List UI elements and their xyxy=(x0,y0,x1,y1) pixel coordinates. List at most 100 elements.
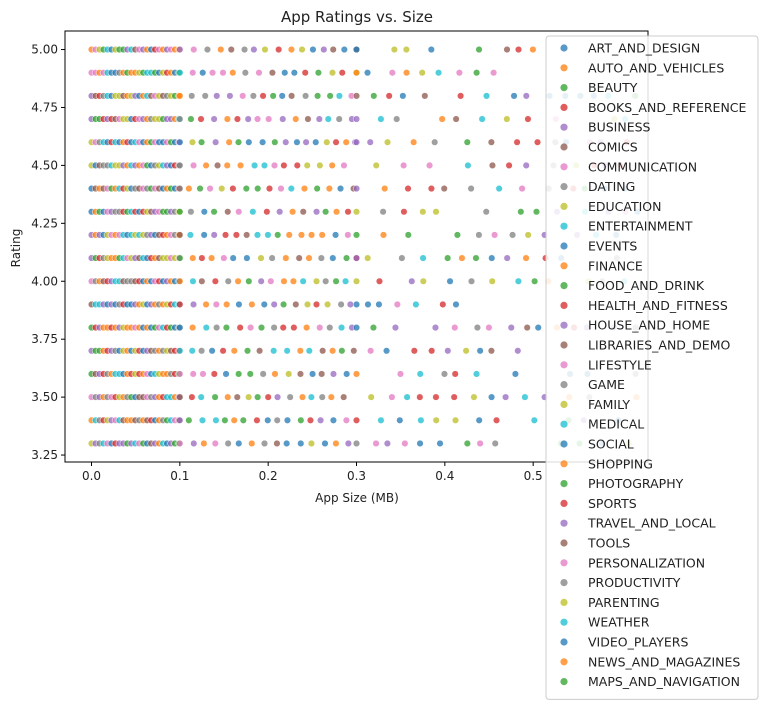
data-point xyxy=(264,231,272,239)
data-point xyxy=(315,115,323,123)
data-point xyxy=(427,45,435,54)
data-point xyxy=(206,185,214,193)
data-point xyxy=(270,324,278,332)
data-point xyxy=(513,138,521,146)
data-point xyxy=(176,416,184,424)
data-point xyxy=(198,347,206,355)
data-point xyxy=(450,393,458,401)
data-point xyxy=(234,138,243,146)
legend-marker xyxy=(560,64,568,72)
data-point xyxy=(176,254,184,262)
legend-marker xyxy=(560,84,568,92)
data-point xyxy=(198,254,206,262)
data-point xyxy=(344,208,352,216)
data-point xyxy=(403,69,411,77)
data-point xyxy=(377,416,385,424)
data-point xyxy=(483,92,491,100)
legend-label: GAME xyxy=(588,377,625,392)
x-axis: 0.0 0.1 0.2 0.3 0.4 0.5 xyxy=(82,462,543,483)
legend-item: BOOKS_AND_REFERENCE xyxy=(560,100,747,115)
data-point xyxy=(285,370,293,378)
data-point xyxy=(210,370,218,378)
data-point xyxy=(293,138,301,146)
data-point xyxy=(279,115,287,123)
legend-label: FINANCE xyxy=(588,258,643,273)
data-point xyxy=(242,185,250,193)
data-point xyxy=(198,138,206,146)
legend-item: HEALTH_AND_FITNESS xyxy=(560,298,728,313)
data-point xyxy=(393,300,401,308)
data-point xyxy=(522,92,530,100)
data-point xyxy=(201,92,209,100)
data-point xyxy=(257,254,265,262)
data-point xyxy=(202,300,210,308)
data-point xyxy=(245,277,253,285)
data-point xyxy=(366,138,374,146)
legend-item: AUTO_AND_VEHICLES xyxy=(560,60,724,75)
data-point xyxy=(402,45,410,54)
data-point xyxy=(507,324,515,332)
data-point xyxy=(187,208,195,216)
data-point xyxy=(458,254,466,262)
data-point xyxy=(326,324,334,332)
data-point xyxy=(524,231,532,239)
data-point xyxy=(464,161,472,169)
data-point xyxy=(329,254,337,262)
data-point xyxy=(176,185,184,193)
data-point xyxy=(335,92,343,100)
legend-marker xyxy=(560,163,568,171)
legend-item: SPORTS xyxy=(560,496,637,511)
data-point xyxy=(176,115,184,123)
data-point xyxy=(210,208,218,216)
data-point xyxy=(342,254,351,262)
data-point xyxy=(176,347,184,355)
legend-label: AUTO_AND_VEHICLES xyxy=(588,60,724,75)
data-point xyxy=(522,254,530,262)
legend-marker xyxy=(560,123,568,131)
data-point xyxy=(223,161,231,169)
data-point xyxy=(253,231,262,239)
data-point xyxy=(209,69,217,77)
data-point xyxy=(304,115,312,123)
legend-marker xyxy=(560,598,568,607)
data-point xyxy=(176,45,184,54)
data-point xyxy=(432,208,440,216)
legend-marker xyxy=(560,618,568,626)
data-point xyxy=(289,208,297,216)
data-point xyxy=(509,231,517,239)
data-point xyxy=(352,185,361,193)
legend-label: LIBRARIES_AND_DEMO xyxy=(588,338,730,353)
x-tick-label: 0.4 xyxy=(435,469,454,483)
data-point xyxy=(280,161,288,169)
data-point xyxy=(352,45,361,54)
data-point xyxy=(328,69,337,77)
legend-item: LIBRARIES_AND_DEMO xyxy=(560,338,730,353)
legend-label: ENTERTAINMENT xyxy=(588,219,693,234)
data-point xyxy=(275,45,283,54)
data-point xyxy=(288,92,296,100)
data-point xyxy=(518,185,526,193)
data-point xyxy=(236,324,244,332)
data-point xyxy=(287,45,295,54)
data-point xyxy=(307,439,315,448)
legend-item: COMICS xyxy=(560,140,638,155)
data-point xyxy=(325,185,333,193)
data-point xyxy=(332,277,340,285)
data-point xyxy=(320,45,328,54)
y-tick-label: 3.75 xyxy=(31,332,58,346)
data-point xyxy=(176,324,184,332)
data-point xyxy=(408,277,416,285)
legend-label: EDUCATION xyxy=(588,199,662,214)
data-point xyxy=(217,45,225,54)
data-point xyxy=(367,347,375,355)
legend-label: SHOPPING xyxy=(588,456,653,471)
data-point xyxy=(532,208,541,216)
data-point xyxy=(210,231,218,239)
data-point xyxy=(419,254,427,262)
data-point xyxy=(350,347,358,355)
data-point xyxy=(239,416,247,424)
data-point xyxy=(261,45,269,54)
data-point xyxy=(317,254,325,262)
data-point xyxy=(316,161,324,169)
